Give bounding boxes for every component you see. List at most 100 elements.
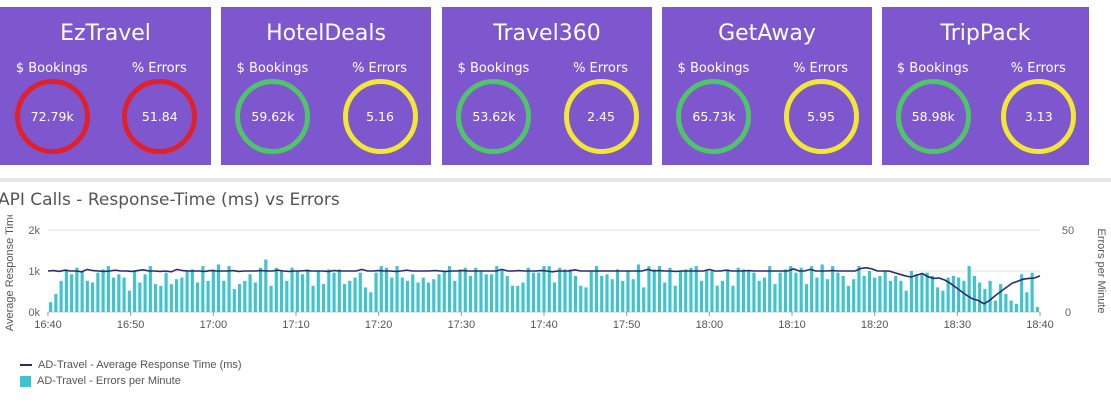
errors-bar <box>363 287 368 312</box>
errors-bar <box>400 277 404 312</box>
errors-bar <box>243 280 247 312</box>
errors-bar <box>1009 300 1013 312</box>
errors-bar <box>878 275 882 312</box>
errors-bar <box>201 266 205 312</box>
kpi-tile[interactable]: TripPack $ Bookings % Errors 58.98k 3.13 <box>882 7 1089 165</box>
errors-bar <box>285 280 289 312</box>
errors-bar <box>106 266 110 312</box>
errors-bar <box>841 275 845 312</box>
errors-bar <box>741 269 746 312</box>
errors-bar <box>59 280 63 312</box>
legend-item-errors[interactable]: AD-Travel - Errors per Minute <box>20 375 181 387</box>
errors-bar <box>416 282 420 312</box>
errors-bar <box>768 266 772 312</box>
errors-bar <box>1004 293 1008 312</box>
errors-bar <box>463 267 467 312</box>
errors-bar <box>899 280 903 312</box>
errors-bar <box>49 302 53 312</box>
errors-bar <box>505 275 509 312</box>
errors-bar <box>631 279 635 312</box>
y-axis-title-left: Average Response Time <box>4 215 16 331</box>
errors-bar <box>831 266 835 312</box>
errors-bar <box>699 280 704 312</box>
kpi-tile[interactable]: GetAway $ Bookings % Errors 65.73k 5.95 <box>662 7 872 165</box>
errors-bar <box>133 271 137 312</box>
y-tick-right: 0 <box>1065 307 1071 319</box>
errors-bar <box>510 285 515 312</box>
errors-bar <box>390 277 394 312</box>
errors-bar <box>274 267 278 312</box>
legend-item-response-time[interactable]: AD-Travel - Average Response Time (ms) <box>20 359 242 371</box>
errors-bar <box>846 285 850 312</box>
errors-bar <box>484 274 488 312</box>
errors-bar <box>594 266 599 312</box>
errors-bar <box>967 266 971 312</box>
errors-bar <box>269 285 273 312</box>
errors-bar <box>489 274 494 312</box>
errors-bar <box>999 284 1003 312</box>
errors-bar <box>211 269 215 312</box>
errors-bar <box>85 280 89 312</box>
errors-bar <box>253 282 257 312</box>
bookings-label: $ Bookings <box>236 61 309 76</box>
errors-bar <box>232 289 236 312</box>
errors-bar <box>227 266 231 312</box>
x-tick-label: 18:20 <box>861 319 889 331</box>
errors-bar <box>169 284 173 312</box>
errors-bar <box>883 271 887 312</box>
errors-bar <box>747 271 751 312</box>
errors-bar <box>300 274 305 312</box>
errors-bar <box>426 282 431 312</box>
errors-bar <box>757 280 761 312</box>
errors-bar <box>636 264 641 312</box>
errors-bar <box>920 274 924 312</box>
response-time-line <box>47 266 1041 305</box>
errors-bar <box>479 271 483 312</box>
errors-bar <box>316 271 320 312</box>
errors-bar <box>395 266 399 312</box>
y-tick-left: 0k <box>28 307 40 319</box>
errors-bar <box>1030 272 1034 312</box>
errors-bar <box>558 267 562 312</box>
errors-bar <box>64 269 68 312</box>
kpi-tile[interactable]: EzTravel $ Bookings % Errors 72.79k 51.84 <box>0 7 211 165</box>
legend-box-swatch <box>20 375 31 387</box>
errors-bar <box>810 266 814 312</box>
legend-line-swatch <box>20 364 32 366</box>
errors-bar <box>442 271 446 312</box>
errors-bar <box>642 287 646 312</box>
errors-bar <box>542 266 546 312</box>
errors-bar <box>867 271 871 312</box>
errors-bar <box>521 282 525 312</box>
errors-ring: 5.95 <box>783 79 859 154</box>
errors-bar <box>122 277 126 312</box>
errors-bar <box>988 280 992 312</box>
errors-bar <box>185 271 189 312</box>
x-tick-label: 16:50 <box>117 319 145 331</box>
errors-bar <box>348 280 352 312</box>
kpi-tile[interactable]: Travel360 $ Bookings % Errors 53.62k 2.45 <box>442 7 652 165</box>
y-tick-left: 1k <box>28 266 40 278</box>
errors-bar <box>951 275 955 312</box>
errors-bar <box>726 269 730 312</box>
errors-bar <box>752 272 756 312</box>
errors-bar <box>615 269 620 312</box>
errors-bar <box>112 277 116 312</box>
tile-title: EzTravel <box>60 21 151 46</box>
errors-bar <box>773 284 777 312</box>
errors-bar <box>526 267 530 312</box>
errors-bar <box>75 267 79 312</box>
kpi-tile[interactable]: HotelDeals $ Bookings % Errors 59.62k 5.16 <box>221 7 431 165</box>
errors-bar <box>516 285 520 312</box>
errors-bar <box>925 272 929 312</box>
bookings-ring: 53.62k <box>456 79 532 154</box>
errors-bar <box>857 266 861 312</box>
x-tick-label: 18:00 <box>696 319 724 331</box>
bookings-ring: 65.73k <box>676 79 752 154</box>
errors-bar <box>915 274 919 312</box>
errors-bar <box>531 272 536 312</box>
errors-bar <box>264 259 268 312</box>
bookings-label: $ Bookings <box>896 61 969 76</box>
errors-bar <box>589 271 593 312</box>
errors-bar <box>715 285 719 312</box>
